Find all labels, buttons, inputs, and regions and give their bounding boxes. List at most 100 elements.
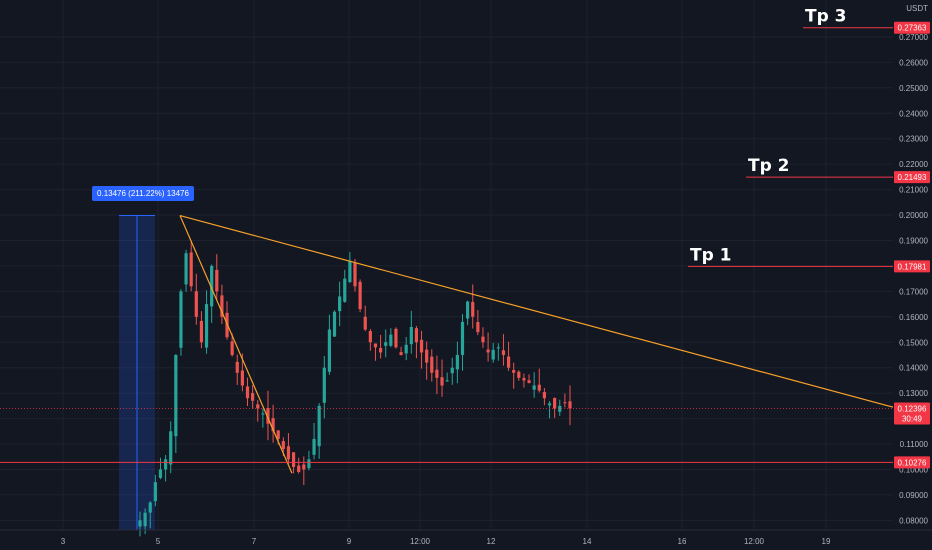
candle-body (302, 464, 306, 470)
candle-body (430, 356, 434, 373)
candle-body (143, 512, 147, 527)
candle-body (553, 397, 557, 409)
candle-body (261, 413, 265, 415)
candle-body (486, 349, 490, 353)
price-tick-label: 0.10000 (899, 465, 928, 474)
target-label: Tp 2 (748, 156, 790, 176)
candle-body (409, 326, 413, 345)
candle-body (481, 336, 485, 343)
time-tick-label: 12 (487, 537, 496, 546)
candle-body (501, 350, 506, 355)
candle-body (276, 430, 280, 439)
candle-body (194, 291, 198, 317)
time-tick-label: 19 (822, 537, 831, 546)
candle-body (440, 377, 444, 386)
steep-trendline (179, 215, 293, 474)
candle-body (215, 269, 219, 292)
target-price-label: 0.21493 (898, 173, 927, 182)
candle-body (512, 370, 516, 373)
candle-body (286, 446, 291, 460)
price-tick-label: 0.19000 (899, 236, 928, 245)
price-tick-label: 0.14000 (899, 364, 928, 373)
candle-body (235, 361, 239, 373)
price-tick-label: 0.08000 (899, 516, 928, 525)
target-price-tag (894, 21, 930, 34)
time-axis[interactable]: 3 5 7 9 12:00 12 14 16 12:00 19 (0, 529, 932, 546)
target-price-tag (894, 171, 930, 184)
descending-trendline (179, 214, 894, 408)
candle-body (399, 352, 403, 355)
candle-body (245, 386, 250, 399)
candle-body (368, 331, 372, 343)
candle-body (363, 316, 367, 330)
price-tick-label: 0.13000 (899, 389, 928, 398)
candle-body (312, 438, 316, 455)
candle-body (471, 302, 475, 317)
time-tick-label: 12:00 (410, 537, 431, 546)
candle-body (419, 339, 424, 353)
target-price-tag (894, 260, 930, 273)
time-tick-label: 12:00 (744, 537, 765, 546)
candle-body (169, 431, 173, 465)
candle-body (210, 265, 214, 307)
measure-range: 0.13476 (211.22%) 13476 (92, 186, 194, 530)
candle-body (404, 344, 408, 354)
measure-tag-box (92, 186, 194, 201)
candle-body (445, 380, 449, 382)
candle-body (558, 405, 562, 412)
candle-body (527, 380, 531, 383)
target-label: Tp 1 (690, 245, 732, 265)
price-tick-label: 0.25000 (899, 84, 928, 93)
candle-body (547, 403, 552, 406)
candle-body (158, 469, 163, 478)
candle-body (568, 401, 572, 409)
candle-body (271, 418, 275, 432)
candle-body (343, 278, 347, 302)
price-tick-label: 0.21000 (899, 186, 928, 195)
candle-body (563, 402, 567, 404)
candle-body (338, 296, 342, 312)
candle-body (297, 465, 301, 472)
candle-body (327, 329, 332, 372)
candle-body (138, 520, 142, 527)
candle-body (460, 321, 465, 355)
candle-body (291, 452, 296, 467)
price-tick-label: 0.26000 (899, 58, 928, 67)
candle-body (332, 311, 337, 337)
candle-body (179, 291, 183, 348)
measure-tag-label: 0.13476 (211.22%) 13476 (97, 189, 189, 198)
candle-body (230, 341, 234, 355)
candles (138, 240, 572, 537)
time-tick-label: 9 (347, 537, 352, 546)
time-tick-label: 14 (583, 537, 592, 546)
target-label: Tp 3 (805, 7, 847, 27)
candle-body (199, 320, 204, 343)
support-price-label: 0.10276 (898, 458, 927, 467)
candle-body (378, 348, 383, 353)
price-tick-label: 0.15000 (899, 338, 928, 347)
target-price-label: 0.17981 (898, 262, 927, 271)
candle-body (358, 281, 362, 310)
candle-body (542, 392, 547, 399)
price-tick-label: 0.16000 (899, 313, 928, 322)
candle-body (204, 304, 209, 348)
candle-body (240, 370, 244, 386)
time-tick-label: 16 (678, 537, 687, 546)
countdown-label: 30:49 (902, 414, 923, 423)
candle-body (532, 385, 536, 390)
candle-body (506, 356, 511, 368)
candle-body (256, 404, 260, 409)
candle-body (435, 369, 439, 378)
current-price-label: 0.12396 (898, 404, 927, 413)
candle-body (266, 408, 270, 424)
candle-body (353, 263, 357, 287)
candle-body (450, 367, 454, 374)
time-tick-label: 3 (61, 537, 66, 546)
time-tick-label: 7 (252, 537, 257, 546)
candle-body (163, 459, 168, 470)
candle-body (455, 354, 459, 370)
candle-body (348, 260, 352, 283)
